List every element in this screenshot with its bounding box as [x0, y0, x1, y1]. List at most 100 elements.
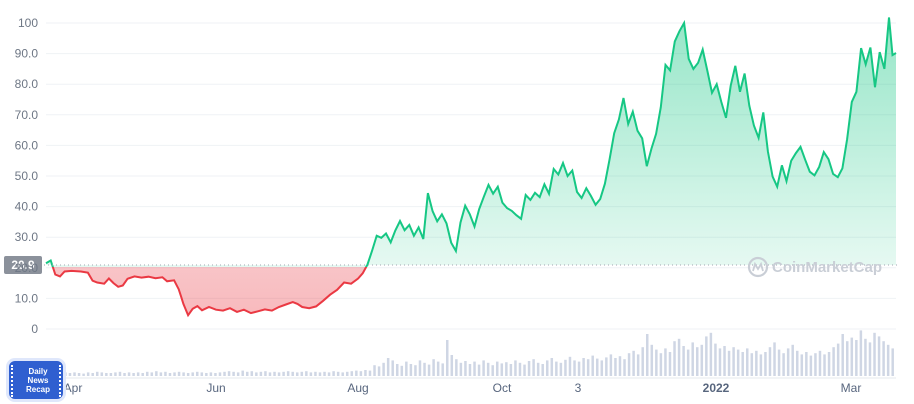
volume-bar: [327, 372, 331, 376]
volume-bar: [636, 354, 640, 376]
coinmarketcap-watermark: CoinMarketCap: [747, 256, 882, 278]
y-tick-label: 30.0: [15, 230, 39, 244]
volume-bar: [891, 348, 894, 376]
film-strip-icon: [11, 365, 19, 397]
volume-bar: [414, 365, 417, 376]
volume-bar: [523, 364, 526, 376]
volume-bar: [491, 365, 494, 376]
volume-bar: [627, 353, 631, 376]
volume-bar: [227, 371, 231, 376]
volume-bar: [191, 372, 194, 376]
volume-bar: [814, 353, 817, 376]
volume-bar: [568, 356, 572, 376]
volume-bar: [100, 372, 104, 376]
volume-bar: [564, 359, 567, 376]
volume-bar: [359, 371, 363, 376]
volume-bar: [550, 358, 554, 376]
volume-bar: [777, 349, 781, 376]
volume-bar: [682, 346, 685, 376]
volume-bar: [536, 362, 540, 376]
volume-bar: [127, 372, 131, 376]
volume-bar: [555, 361, 558, 376]
volume-bar: [286, 371, 290, 376]
x-tick-label: Aug: [347, 381, 368, 395]
volume-bar: [214, 373, 217, 376]
volume-bar: [118, 371, 122, 376]
x-tick-label: 3: [575, 381, 582, 395]
price-area: [46, 17, 896, 316]
y-tick-label: 0: [31, 322, 38, 336]
volume-bar: [296, 372, 299, 376]
volume-bar: [91, 373, 94, 376]
volume-bar: [691, 342, 694, 376]
volume-bar: [109, 373, 113, 376]
volume-bar: [518, 362, 522, 376]
volume-bar: [818, 350, 822, 376]
volume-bar: [764, 352, 767, 376]
volume-bar: [82, 373, 85, 376]
volume-bar: [423, 362, 426, 376]
x-tick-label: Mar: [841, 381, 862, 395]
volume-bar: [668, 352, 672, 376]
volume-bar: [650, 344, 654, 376]
volume-bar: [600, 360, 604, 376]
volume-bar: [714, 343, 717, 376]
x-tick-label: Apr: [64, 381, 83, 395]
volume-bar: [546, 360, 549, 376]
x-tick-label: Jun: [206, 381, 225, 395]
volume-bar: [605, 357, 608, 376]
volume-bar: [341, 372, 344, 376]
volume-bar: [255, 372, 258, 376]
volume-bar: [646, 334, 649, 376]
volume-bar: [746, 348, 749, 376]
x-axis: Apr Jun Aug Oct 3 2022 Mar: [46, 377, 896, 395]
volume-bar: [318, 372, 322, 376]
baseline-value-badge: [4, 256, 42, 275]
volume-bar: [718, 348, 722, 376]
y-tick-label: 10.0: [15, 291, 39, 305]
volume-bar: [73, 372, 76, 376]
volume-bar: [405, 361, 408, 376]
volume-bar: [486, 362, 490, 376]
volume-bar: [123, 373, 126, 376]
grid: [46, 22, 896, 330]
volume-bar: [759, 354, 763, 376]
area-above-baseline: [46, 17, 896, 267]
volume-bar: [277, 372, 281, 376]
volume-bar: [500, 363, 504, 376]
volume-bar: [373, 365, 376, 376]
volume-bar: [459, 362, 463, 376]
volume-bar: [773, 342, 776, 376]
volume-bar: [727, 350, 731, 376]
volume-bar: [632, 350, 635, 376]
volume-bar: [382, 362, 385, 376]
volume-bar: [150, 372, 154, 376]
volume-bar: [141, 373, 144, 376]
volume-bar: [741, 352, 744, 376]
volume-bar: [246, 371, 249, 376]
volume-bar: [177, 371, 181, 376]
volume-bar: [809, 355, 813, 376]
volume-bar: [236, 372, 240, 376]
volume-bar: [482, 360, 485, 376]
volume-bar: [241, 370, 244, 376]
baseline-value-label: 20.9: [11, 258, 35, 272]
volume-bar: [805, 352, 808, 376]
volume-bar: [173, 372, 176, 376]
volume-bar: [496, 361, 499, 376]
volume-bar: [532, 359, 535, 376]
volume-bar: [223, 371, 226, 376]
y-tick-label: 70.0: [15, 108, 39, 122]
volume-bar: [614, 358, 617, 376]
price-line-down: [51, 267, 368, 318]
volume-bar: [132, 373, 135, 376]
volume-bar: [850, 337, 854, 376]
volume-bar: [264, 371, 267, 376]
volume-bar: [586, 359, 590, 376]
volume-bar: [464, 361, 467, 376]
volume-bar: [827, 352, 831, 376]
volume-bar: [300, 371, 304, 376]
volume-bar: [200, 372, 204, 376]
volume-bar: [800, 354, 804, 376]
volume-bar: [368, 370, 372, 376]
